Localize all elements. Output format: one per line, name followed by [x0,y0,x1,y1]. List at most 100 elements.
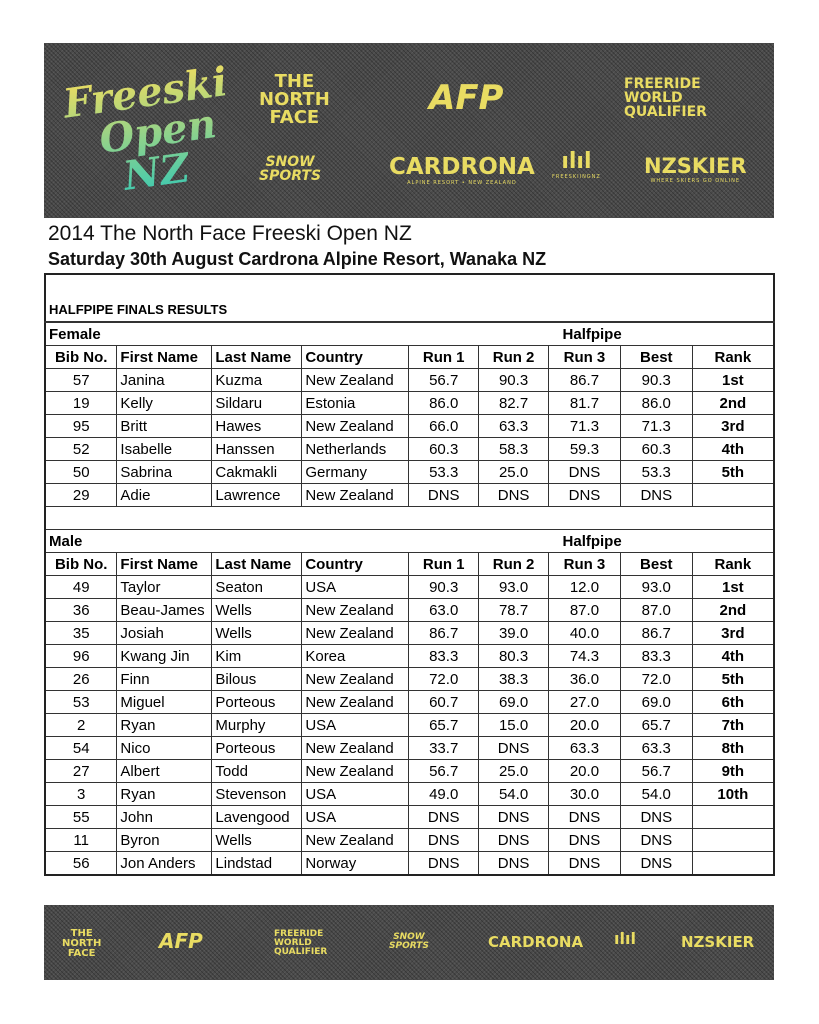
cell-rank: 4th [691,437,775,461]
cell-first-name: Sabrina [116,460,213,484]
cell-last-name: Hawes [211,414,303,438]
freeskiingnz-logo: ılıl FREESKIINGNZ [552,149,601,180]
table-row: 19 Kelly Sildaru Estonia 86.0 82.7 81.7 86.0 2nd [44,391,775,415]
cell-run-1: 72.0 [408,667,480,691]
column-header: Run 3 [548,552,621,576]
cell-last-name: Lavengood [211,805,303,829]
cell-country: Korea [301,644,410,668]
column-header: Bib No. [44,552,118,576]
cell-bib-no: 49 [44,575,118,599]
nzskier-logo: NZSKIER WHERE SKIERS GO ONLINE [644,154,747,184]
cell-first-name: Ryan [116,713,213,737]
document-title: 2014 The North Face Freeski Open NZ [48,222,412,245]
cell-last-name: Hanssen [211,437,303,461]
sponsor-banner-bottom: THE NORTH FACE AFP FREERIDE WORLD QUALIFIER … [44,905,774,980]
cell-first-name: Albert [116,759,213,783]
cell-last-name: Porteous [211,690,303,714]
cell-run-1: 65.7 [408,713,480,737]
cell-best: 71.3 [619,414,693,438]
cell-run-1: 83.3 [408,644,480,668]
cell-run-2: DNS [478,851,550,876]
column-header: Run 2 [478,552,550,576]
cell-run-1: DNS [408,851,480,876]
afp-logo: AFP [159,929,203,953]
cell-run-3: 59.3 [548,437,621,461]
cell-country: New Zealand [301,483,410,507]
table-row: 35 Josiah Wells New Zealand 86.7 39.0 40.0 86.7… [44,621,775,645]
cell-rank: 2nd [691,598,775,622]
cell-run-3: 12.0 [548,575,621,599]
cell-run-3: 71.3 [548,414,621,438]
cell-run-2: 78.7 [478,598,550,622]
column-header: First Name [116,345,213,369]
cell-run-2: DNS [478,828,550,852]
cell-rank: 5th [691,460,775,484]
cell-country: New Zealand [301,598,410,622]
cell-country: USA [301,782,410,806]
cell-best: 83.3 [619,644,693,668]
cell-rank: 5th [691,667,775,691]
cell-best: 53.3 [619,460,693,484]
cell-best: 90.3 [619,368,693,392]
cell-first-name: Kelly [116,391,213,415]
column-header-row: Bib No. First Name Last Name Country Run 1 Ru… [44,552,775,576]
freeride-world-qualifier-logo: FREERIDE WORLD QUALIFIER [624,76,707,120]
cell-bib-no: 95 [44,414,118,438]
column-header: Rank [691,552,775,576]
results-heading-row: HALFPIPE FINALS RESULTS [44,273,775,323]
freeskiingnz-logo: ılıl [614,929,636,948]
document-subtitle: Saturday 30th August Cardrona Alpine Res… [48,249,547,269]
cell-last-name: Murphy [211,713,303,737]
cell-run-3: DNS [548,851,621,876]
cell-run-2: 39.0 [478,621,550,645]
freeride-world-qualifier-logo: FREERIDE WORLD QUALIFIER [274,929,328,957]
cell-first-name: Kwang Jin [116,644,213,668]
cell-run-3: 27.0 [548,690,621,714]
cell-run-1: DNS [408,483,480,507]
table-row: 49 Taylor Seaton USA 90.3 93.0 12.0 93.0 1st [44,575,775,599]
cell-first-name: Ryan [116,782,213,806]
section-header-row: Female Halfpipe [45,321,774,346]
table-row: 29 Adie Lawrence New Zealand DNS DNS DNS DNS [44,483,775,507]
table-row: 2 Ryan Murphy USA 65.7 15.0 20.0 65.7 7th [44,713,775,737]
cell-run-3: 87.0 [548,598,621,622]
cell-run-1: 86.7 [408,621,480,645]
cell-rank [691,851,775,876]
cardrona-logo: CARDRONA ALPINE RESORT • NEW ZEALAND [389,154,535,186]
table-row: 54 Nico Porteous New Zealand 33.7 DNS 63.3 63.3… [44,736,775,760]
table-row: 96 Kwang Jin Kim Korea 83.3 80.3 74.3 83.3 4th [44,644,775,668]
column-header: Bib No. [44,345,118,369]
cell-run-1: 86.0 [408,391,480,415]
column-header: First Name [116,552,213,576]
cell-rank: 1st [691,575,775,599]
cell-run-1: 56.7 [408,368,480,392]
cell-first-name: Janina [116,368,213,392]
cell-run-2: 25.0 [478,759,550,783]
column-header: Last Name [211,345,303,369]
cell-best: 54.0 [619,782,693,806]
spacer-row [45,506,774,530]
cell-last-name: Porteous [211,736,303,760]
table-row: 26 Finn Bilous New Zealand 72.0 38.3 36.0 72.0 5… [44,667,775,691]
table-row: 27 Albert Todd New Zealand 56.7 25.0 20.0 56.7 9… [44,759,775,783]
nzskier-logo: NZSKIER [681,933,755,951]
table-row: 52 Isabelle Hanssen Netherlands 60.3 58.3 59.3… [44,437,775,461]
cell-first-name: Adie [116,483,213,507]
cell-first-name: Josiah [116,621,213,645]
cell-country: Germany [301,460,410,484]
cell-best: 86.7 [619,621,693,645]
cell-run-3: DNS [548,805,621,829]
cell-run-2: 82.7 [478,391,550,415]
cell-bib-no: 11 [44,828,118,852]
cell-rank [691,828,775,852]
cell-run-2: 69.0 [478,690,550,714]
cell-best: DNS [619,483,693,507]
cell-last-name: Wells [211,828,303,852]
section-label: Male [45,529,549,553]
column-header: Run 2 [478,345,550,369]
cell-first-name: John [116,805,213,829]
cell-first-name: Beau-James [116,598,213,622]
north-face-logo: THE NORTH FACE [62,928,102,959]
cell-last-name: Lawrence [211,483,303,507]
cell-best: 63.3 [619,736,693,760]
